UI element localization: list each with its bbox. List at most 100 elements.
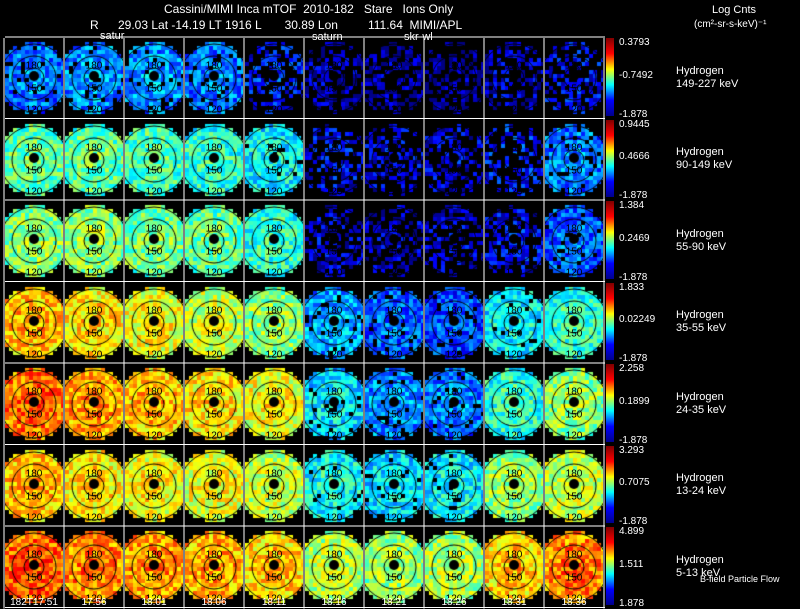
colorbar-mid-label: 1.511	[619, 558, 644, 570]
heatmap-cell: 180 150 120	[305, 201, 363, 279]
ring-label: 180	[85, 223, 103, 235]
ring-label: 150	[145, 165, 163, 176]
ring-label: 120	[85, 267, 103, 279]
ring-label: 180	[445, 305, 463, 316]
heatmap-cell: 180 150 120	[305, 282, 363, 361]
heatmap-cell: 180 150 120	[5, 527, 63, 605]
colorbar-min-label: -1.878	[619, 108, 648, 120]
ring-label: 180	[505, 142, 523, 153]
ring-label: 120	[25, 349, 43, 360]
ring-label: 180	[445, 386, 463, 398]
ring-label: 150	[25, 491, 43, 502]
colorbar	[606, 445, 614, 523]
species-label: Hydrogen	[676, 553, 724, 566]
colorbar-min-label: -1.878	[619, 190, 648, 201]
ring-label: 150	[145, 409, 163, 421]
heatmap-cell: 180 150 120	[185, 282, 243, 361]
ring-label: 150	[385, 246, 403, 258]
time-label: 18:21	[381, 597, 407, 608]
species-label: Hydrogen	[676, 64, 724, 77]
ring-label: 120	[445, 593, 463, 605]
colorbar-min-label: -1.878	[619, 516, 648, 527]
species-label: Hydrogen	[676, 472, 724, 485]
ring-label: 120	[205, 267, 223, 279]
ring-label: 150	[325, 328, 343, 339]
species-label: Hydrogen	[676, 309, 724, 322]
heatmap-cell: 180 150 120	[485, 119, 543, 198]
ring-label: 120	[205, 349, 223, 360]
ring-label: 180	[265, 549, 283, 561]
heatmap-cell: 180 150 120	[485, 445, 543, 524]
saturn-label-1: satur	[100, 30, 125, 42]
heatmap-cell: 180 150 120	[65, 38, 123, 116]
ring-label: 180	[85, 549, 103, 561]
ring-label: 150	[265, 165, 283, 176]
energy-range-label: 55-90 keV	[676, 240, 727, 253]
ring-label: 180	[385, 468, 403, 479]
ring-label: 150	[145, 572, 163, 584]
heatmap-cell: 180 150 120	[425, 527, 483, 605]
heatmap-grid: 180 150 120 180 150 120 180 150 120 180 150 120 180 1…	[5, 38, 605, 608]
ring-label: 120	[565, 104, 583, 116]
ring-label: 120	[85, 593, 103, 605]
ring-label: 120	[385, 349, 403, 360]
heatmap-cell: 180 150 120	[5, 201, 63, 279]
ring-label: 180	[25, 223, 43, 235]
ring-label: 150	[325, 165, 343, 176]
heatmap-cell: 180 150 120	[425, 119, 483, 198]
ring-label: 150	[85, 165, 103, 176]
ring-label: 120	[145, 186, 163, 197]
heatmap-cell: 180 150 120	[245, 119, 303, 198]
chart-title: Cassini/MIMI Inca mTOF 2010-182 Stare Io…	[164, 2, 454, 16]
ring-label: 150	[445, 328, 463, 339]
ring-label: 120	[445, 349, 463, 360]
ring-label: 180	[325, 468, 343, 479]
colorbar	[606, 119, 614, 197]
skr-label: skr-wl	[404, 31, 433, 43]
ring-label: 180	[205, 305, 223, 316]
ring-label: 150	[445, 246, 463, 258]
ring-label: 120	[505, 104, 523, 116]
ring-label: 180	[85, 468, 103, 479]
ring-label: 180	[565, 386, 583, 398]
ring-label: 150	[385, 572, 403, 584]
ring-label: 150	[265, 246, 283, 258]
ring-label: 180	[145, 549, 163, 561]
ring-label: 150	[205, 83, 223, 95]
ring-label: 150	[85, 246, 103, 258]
ring-label: 180	[445, 549, 463, 561]
heatmap-cell: 180 150 120	[65, 119, 123, 198]
ring-label: 150	[325, 409, 343, 421]
ring-label: 180	[385, 549, 403, 561]
ring-label: 150	[505, 491, 523, 502]
ring-label: 150	[85, 409, 103, 421]
ring-label: 180	[565, 60, 583, 72]
ring-label: 150	[85, 491, 103, 502]
ring-label: 150	[445, 83, 463, 95]
ring-label: 120	[445, 267, 463, 279]
ring-label: 120	[385, 186, 403, 197]
energy-channel-label: Hydrogen 24-35 keV	[676, 391, 726, 417]
ring-label: 150	[505, 409, 523, 421]
ring-label: 180	[565, 549, 583, 561]
ring-label: 120	[265, 186, 283, 197]
ring-label: 180	[25, 305, 43, 316]
ring-label: 120	[505, 186, 523, 197]
heatmap-cell: 180 150 120	[125, 364, 183, 442]
species-label: Hydrogen	[676, 146, 724, 159]
ring-label: 180	[205, 468, 223, 479]
heatmap-cell: 180 150 120	[65, 201, 123, 279]
ring-label: 150	[265, 328, 283, 339]
colorbar-max-label: 2.258	[619, 363, 645, 374]
ring-label: 150	[505, 572, 523, 584]
ring-label: 180	[505, 305, 523, 316]
ring-label: 120	[145, 104, 163, 116]
ring-label: 120	[25, 104, 43, 116]
colorbar-min-label: -1.878	[619, 434, 648, 446]
ring-label: 180	[385, 60, 403, 72]
ring-label: 120	[85, 430, 103, 442]
ring-label: 180	[85, 142, 103, 153]
ring-label: 120	[85, 512, 103, 523]
time-label: 182T17:51	[10, 597, 58, 608]
